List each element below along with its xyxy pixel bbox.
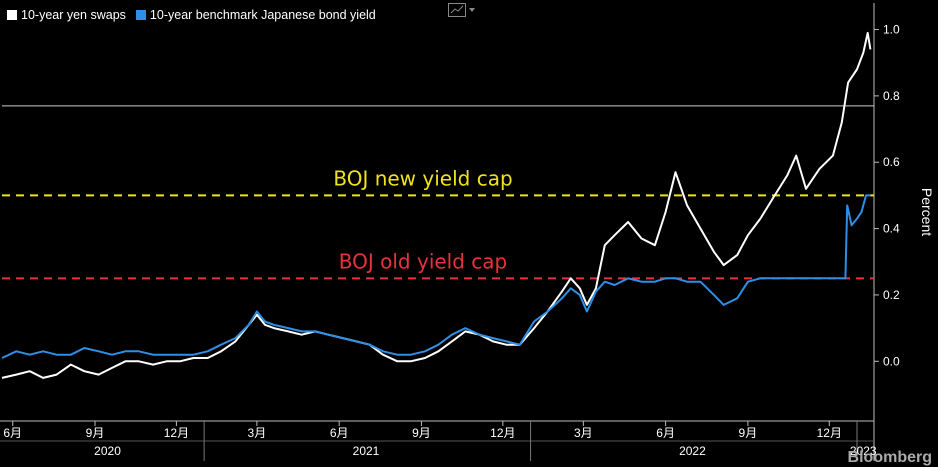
x-tick-label: 12月: [164, 426, 189, 440]
legend-swatch-swaps: [7, 10, 17, 20]
legend-item-swaps: 10-year yen swaps: [7, 8, 126, 22]
y-tick-label: 0.0: [883, 354, 900, 368]
year-label: 2022: [679, 444, 706, 458]
year-label: 2023: [850, 444, 877, 458]
y-tick-label: 0.2: [883, 288, 900, 302]
x-tick-label: 3月: [248, 426, 267, 440]
year-label: 2021: [353, 444, 380, 458]
legend: 10-year yen swaps 10-year benchmark Japa…: [3, 3, 380, 27]
year-label: 2020: [94, 444, 121, 458]
chart-type-button[interactable]: [448, 1, 482, 19]
series-line-jgb: [1, 194, 871, 359]
legend-label-swaps: 10-year yen swaps: [21, 8, 126, 22]
x-tick-label: 12月: [490, 426, 515, 440]
watermark: Bloomberg: [847, 449, 932, 466]
x-tick-label: 6月: [656, 426, 675, 440]
x-tick-label: 9月: [86, 426, 105, 440]
y-tick-label: 0.4: [883, 222, 900, 236]
x-tick-label: 9月: [412, 426, 431, 440]
y-tick-label: 0.6: [883, 155, 900, 169]
x-tick-label: 6月: [330, 426, 349, 440]
reference-line-label: BOJ old yield cap: [339, 249, 507, 273]
line-chart-icon: [448, 3, 466, 17]
x-tick-label: 12月: [817, 426, 842, 440]
legend-item-jgb: 10-year benchmark Japanese bond yield: [135, 8, 376, 22]
x-tick-label: 3月: [574, 426, 593, 440]
x-tick-label: 6月: [3, 426, 22, 440]
legend-label-jgb: 10-year benchmark Japanese bond yield: [149, 8, 376, 22]
chevron-down-icon: [469, 8, 475, 12]
legend-swatch-jgb: [135, 10, 146, 20]
reference-line-label: BOJ new yield cap: [333, 166, 512, 190]
series-line-swaps: [1, 31, 872, 379]
y-tick-label: 1.0: [883, 23, 900, 37]
x-tick-label: 9月: [739, 426, 758, 440]
y-axis-label: Percent: [919, 188, 935, 236]
y-tick-label: 0.8: [883, 89, 900, 103]
